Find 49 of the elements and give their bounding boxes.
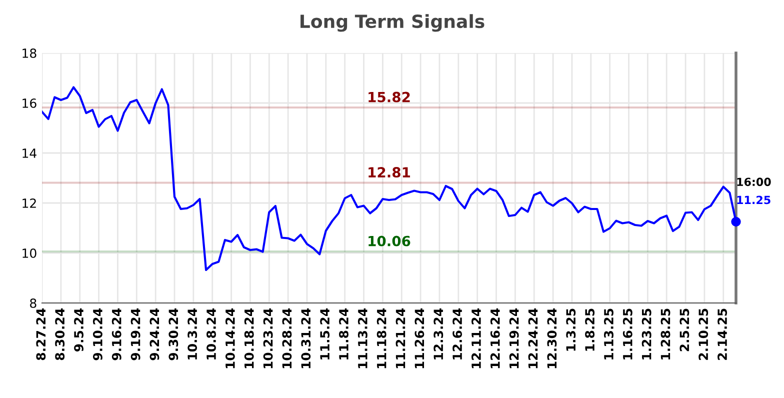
y-tick-label: 18 — [22, 48, 36, 58]
x-tick-label: 10.18.24 — [244, 308, 254, 368]
y-tick-label: 14 — [22, 148, 36, 158]
x-tick-label: 2.5.25 — [680, 308, 690, 352]
x-tick-label: 11.26.24 — [414, 308, 424, 368]
x-tick-label: 10.31.24 — [301, 308, 311, 368]
x-tick-label: 10.23.24 — [263, 308, 273, 368]
x-tick-label: 8.27.24 — [36, 308, 46, 360]
x-tick-label: 2.14.25 — [718, 308, 728, 360]
y-tick-label: 10 — [22, 248, 36, 258]
ref-line-label: 10.06 — [368, 236, 410, 246]
y-tick-label: 16 — [22, 98, 36, 108]
y-tick-label: 12 — [22, 198, 36, 208]
x-tick-label: 10.3.24 — [188, 308, 198, 360]
x-tick-label: 11.5.24 — [320, 308, 330, 360]
x-tick-label: 9.24.24 — [150, 308, 160, 360]
x-tick-label: 9.10.24 — [92, 308, 102, 360]
x-tick-label: 12.16.24 — [490, 308, 500, 368]
x-tick-label: 1.8.25 — [585, 308, 595, 351]
text: 11.25 — [737, 196, 770, 204]
x-tick-label: 11.8.24 — [339, 308, 348, 360]
x-tick-label: 12.3.24 — [434, 308, 444, 360]
x-tick-label: 12.19.24 — [509, 308, 519, 368]
x-tick-label: 10.14.24 — [225, 308, 235, 368]
x-tick-label: 8.30.24 — [55, 308, 65, 360]
x-tick-label: 2.10.25 — [698, 308, 708, 360]
x-tick-label: 1.3.25 — [566, 308, 576, 351]
chart-title: Long Term Signals — [300, 14, 484, 32]
x-tick-label: 10.8.24 — [206, 308, 216, 360]
x-tick-label: 11.21.24 — [396, 308, 406, 368]
x-tick-label: 12.6.24 — [452, 308, 462, 360]
x-tick-label: 9.19.24 — [130, 308, 140, 360]
x-tick-label: 1.13.25 — [604, 308, 614, 360]
y-tick-label: 8 — [30, 298, 36, 308]
x-tick-label: 1.23.25 — [642, 308, 652, 360]
x-tick-label: 12.11.24 — [472, 308, 481, 368]
x-tick-label: 9.30.24 — [168, 308, 178, 360]
x-tick-label: 1.28.25 — [660, 308, 670, 360]
x-tick-label: 12.24.24 — [528, 308, 538, 368]
x-tick-label: 12.30.24 — [547, 308, 557, 368]
text: 16:00 — [737, 178, 771, 186]
x-tick-label: 9.16.24 — [112, 308, 122, 360]
ref-line-label: 15.82 — [368, 92, 410, 102]
x-tick-label: 11.13.24 — [358, 308, 368, 368]
x-tick-label: 9.5.24 — [74, 308, 84, 352]
x-tick-label: 1.16.25 — [622, 308, 632, 360]
x-tick-label: 11.18.24 — [376, 308, 386, 368]
ref-line-label: 12.81 — [368, 167, 410, 178]
x-tick-label: 10.28.24 — [282, 308, 292, 368]
